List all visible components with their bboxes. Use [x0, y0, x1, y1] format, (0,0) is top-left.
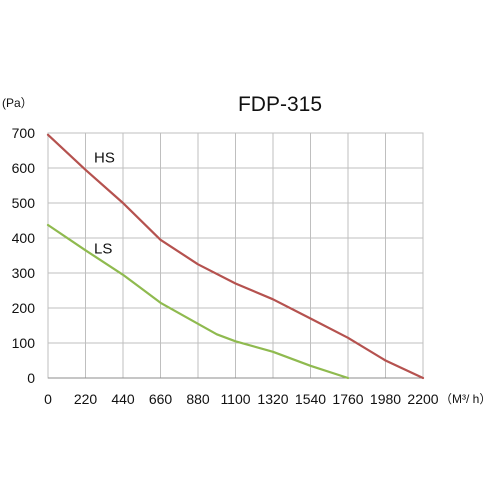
x-tick-label: 440 — [111, 391, 135, 407]
y-tick-label: 0 — [27, 370, 35, 386]
chart-title: FDP-315 — [238, 93, 322, 116]
y-tick-label: 200 — [12, 300, 36, 316]
x-tick-label: 880 — [186, 391, 210, 407]
y-tick-label: 300 — [12, 265, 36, 281]
y-tick-label: 600 — [12, 160, 36, 176]
series-label-hs: HS — [94, 150, 115, 167]
x-tick-label: 1980 — [370, 391, 401, 407]
y-tick-label: 100 — [12, 335, 36, 351]
y-axis-unit-label: (Pa） — [2, 96, 33, 110]
x-axis-unit-label: （M³/ h） — [440, 392, 491, 406]
x-tick-label: 1100 — [220, 391, 250, 407]
series-line-ls — [46, 223, 350, 380]
y-tick-label: 400 — [12, 230, 36, 246]
series-line-hs — [46, 133, 425, 380]
x-tick-label: 1540 — [295, 391, 326, 407]
x-tick-label: 0 — [44, 391, 52, 407]
x-tick-label: 660 — [149, 391, 173, 407]
x-tick-label: 2200 — [407, 391, 438, 407]
plot-area: 0 100 200 300 400 500 600 700 0 220 440 660 880 1100 1… — [12, 125, 439, 407]
x-tick-label: 1760 — [332, 391, 363, 407]
x-tick-label: 1320 — [257, 391, 288, 407]
series-label-ls: LS — [94, 241, 112, 258]
y-tick-label: 500 — [12, 195, 36, 211]
x-tick-label: 220 — [74, 391, 98, 407]
y-tick-label: 700 — [12, 125, 36, 141]
